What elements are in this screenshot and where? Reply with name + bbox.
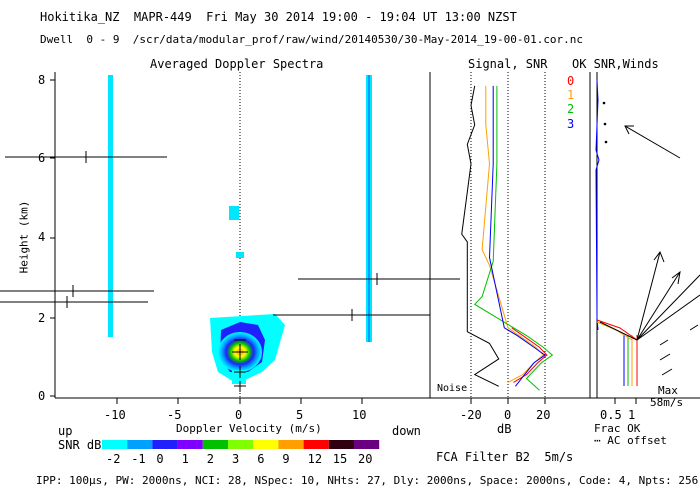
- snr-series: [461, 85, 554, 391]
- footer-params: IPP: 100µs, PW: 2000ns, NCI: 28, NSpec: …: [36, 474, 699, 487]
- colorbar-swatch: [152, 440, 178, 449]
- snr-x-label: dB: [497, 422, 512, 436]
- colorbar-tick: 20: [358, 452, 373, 466]
- colorbar-swatch: [102, 440, 128, 449]
- colorbar-tick: -1: [131, 452, 146, 466]
- colorbar-tick: 2: [206, 452, 215, 466]
- colorbar-swatch: [202, 440, 228, 449]
- max-label: Max: [658, 384, 678, 397]
- colorbar-tick: 12: [307, 452, 323, 466]
- fca-filter-label: FCA Filter B2 5m/s: [436, 450, 574, 464]
- snr-colorbar: [102, 440, 380, 449]
- ok-fraction-lines: [595, 79, 638, 386]
- spectra-title: Averaged Doppler Spectra: [150, 57, 324, 71]
- snr-x-tick: -20: [460, 408, 482, 422]
- colorbar-swatch: [278, 440, 304, 449]
- colorbar-swatch: [354, 440, 380, 449]
- y-tick-label: 0: [38, 389, 46, 403]
- dwell-path: Dwell 0 - 9 /scr/data/modular_prof/raw/w…: [40, 33, 584, 46]
- max-value: 58m/s: [650, 396, 684, 409]
- x-tick-label: 5: [296, 408, 304, 422]
- colorbar-tick: 3: [232, 452, 240, 466]
- snr-series-line: [481, 85, 544, 383]
- winds-title: OK SNR,Winds: [572, 57, 659, 71]
- frac-ok-label: Frac OK: [594, 422, 641, 435]
- winds-x-tick: 1: [628, 408, 636, 422]
- winds-axes: [590, 72, 700, 404]
- snr-x-tick: 20: [536, 408, 551, 422]
- spectra-axes: [50, 72, 431, 404]
- legend-3: 3: [567, 117, 575, 131]
- winds-x-tick: 0.5: [600, 408, 622, 422]
- x-tick-label: 0: [235, 408, 243, 422]
- page-title: Hokitika_NZ MAPR-449 Fri May 30 2014 19:…: [40, 10, 517, 24]
- colorbar-tick: 1: [181, 452, 189, 466]
- y-tick-label: 4: [38, 230, 46, 244]
- x-axis-label: Doppler Velocity (m/s): [176, 422, 322, 435]
- snr-axes: [430, 72, 591, 404]
- snr-title: Signal, SNR: [468, 57, 548, 71]
- legend-2: 2: [567, 102, 575, 116]
- moment-marks: [0, 151, 460, 392]
- colorbar-tick: 15: [332, 452, 348, 466]
- colorbar-swatch: [328, 440, 354, 449]
- legend-1: 1: [567, 88, 575, 102]
- snr-series-line: [511, 327, 548, 383]
- colorbar-swatch: [303, 440, 329, 449]
- echo-patch: [236, 252, 244, 258]
- ac-offset-label: ⋯ AC offset: [594, 434, 667, 447]
- y-tick-label: 6: [38, 151, 46, 165]
- colorbar-swatch: [228, 440, 254, 449]
- y-tick-label: 2: [38, 311, 46, 325]
- x-tick-label: 10: [352, 408, 367, 422]
- wind-vectors: [599, 101, 700, 376]
- up-label: up: [58, 424, 73, 438]
- noise-label: Noise: [437, 383, 468, 394]
- snr-series-line: [461, 85, 500, 387]
- y-tick-label: 8: [38, 73, 46, 87]
- down-label: down: [392, 424, 421, 438]
- colorbar-tick: 6: [257, 452, 265, 466]
- colorbar-tick: 9: [282, 452, 290, 466]
- main-echo: [210, 314, 285, 384]
- colorbar-swatch: [177, 440, 203, 449]
- clutter-band: [108, 75, 113, 337]
- x-tick-label: -10: [104, 408, 126, 422]
- colorbar-tick: -2: [106, 452, 121, 466]
- colorbar-swatch: [253, 440, 279, 449]
- colorbar-swatch: [127, 440, 153, 449]
- snr-db-label: SNR dB: [58, 438, 102, 452]
- snr-series-line: [488, 85, 546, 387]
- colorbar-tick: 0: [156, 452, 164, 466]
- snr-x-tick: 0: [504, 408, 512, 422]
- legend-0: 0: [567, 74, 575, 88]
- snr-series-line: [473, 85, 554, 391]
- echo-patch: [229, 206, 239, 220]
- x-tick-label: -5: [167, 408, 182, 422]
